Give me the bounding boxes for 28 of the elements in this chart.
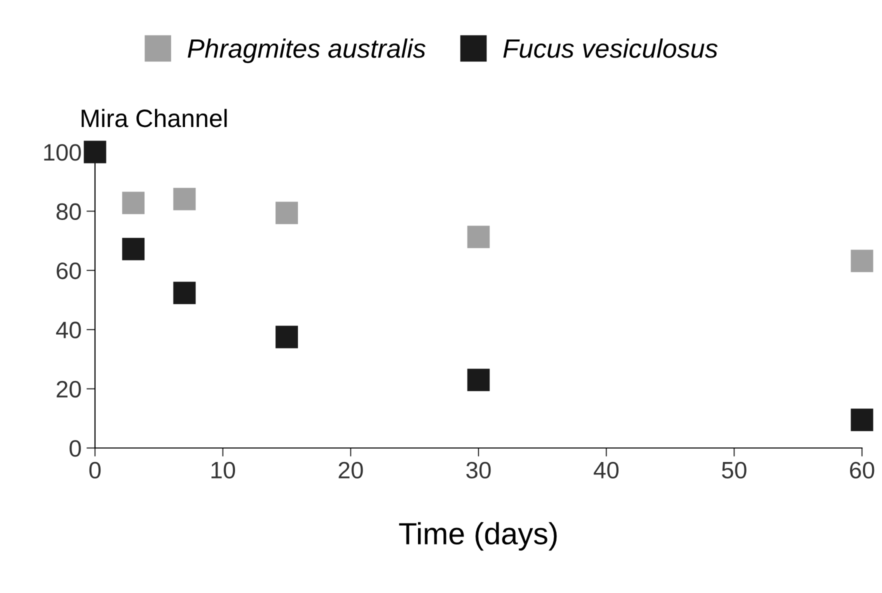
point [84,140,106,164]
y-tick-label: 40 [56,322,81,338]
x-tick-label: 50 [722,462,746,479]
point [467,226,490,248]
x-tick-label: 60 [850,462,874,479]
point [173,282,196,304]
x-axis-title: Time (days) [399,522,557,551]
x-tick-label: 40 [594,462,619,479]
point [173,188,196,210]
point [276,326,298,348]
x-tick-label: 0 [89,462,101,479]
chart-title: Mira Channel [82,108,227,128]
y-tick-label: 0 [70,440,81,457]
y-tick-label: 60 [56,262,81,280]
y-tick-label: 100 [44,144,81,161]
point [850,408,874,432]
y-tick-label: 20 [56,380,81,398]
y-tick-label: 80 [56,203,81,220]
point [850,250,874,272]
x-tick-label: 20 [338,462,363,479]
point [122,192,145,214]
x-tick-label: 10 [212,462,236,479]
legend-label: Fucus vesiculosus [503,38,718,58]
legend-label: Phragmites australis [188,38,426,64]
x-tick-label: 30 [466,462,491,479]
point [467,368,490,392]
point [276,202,298,224]
point [122,238,145,260]
